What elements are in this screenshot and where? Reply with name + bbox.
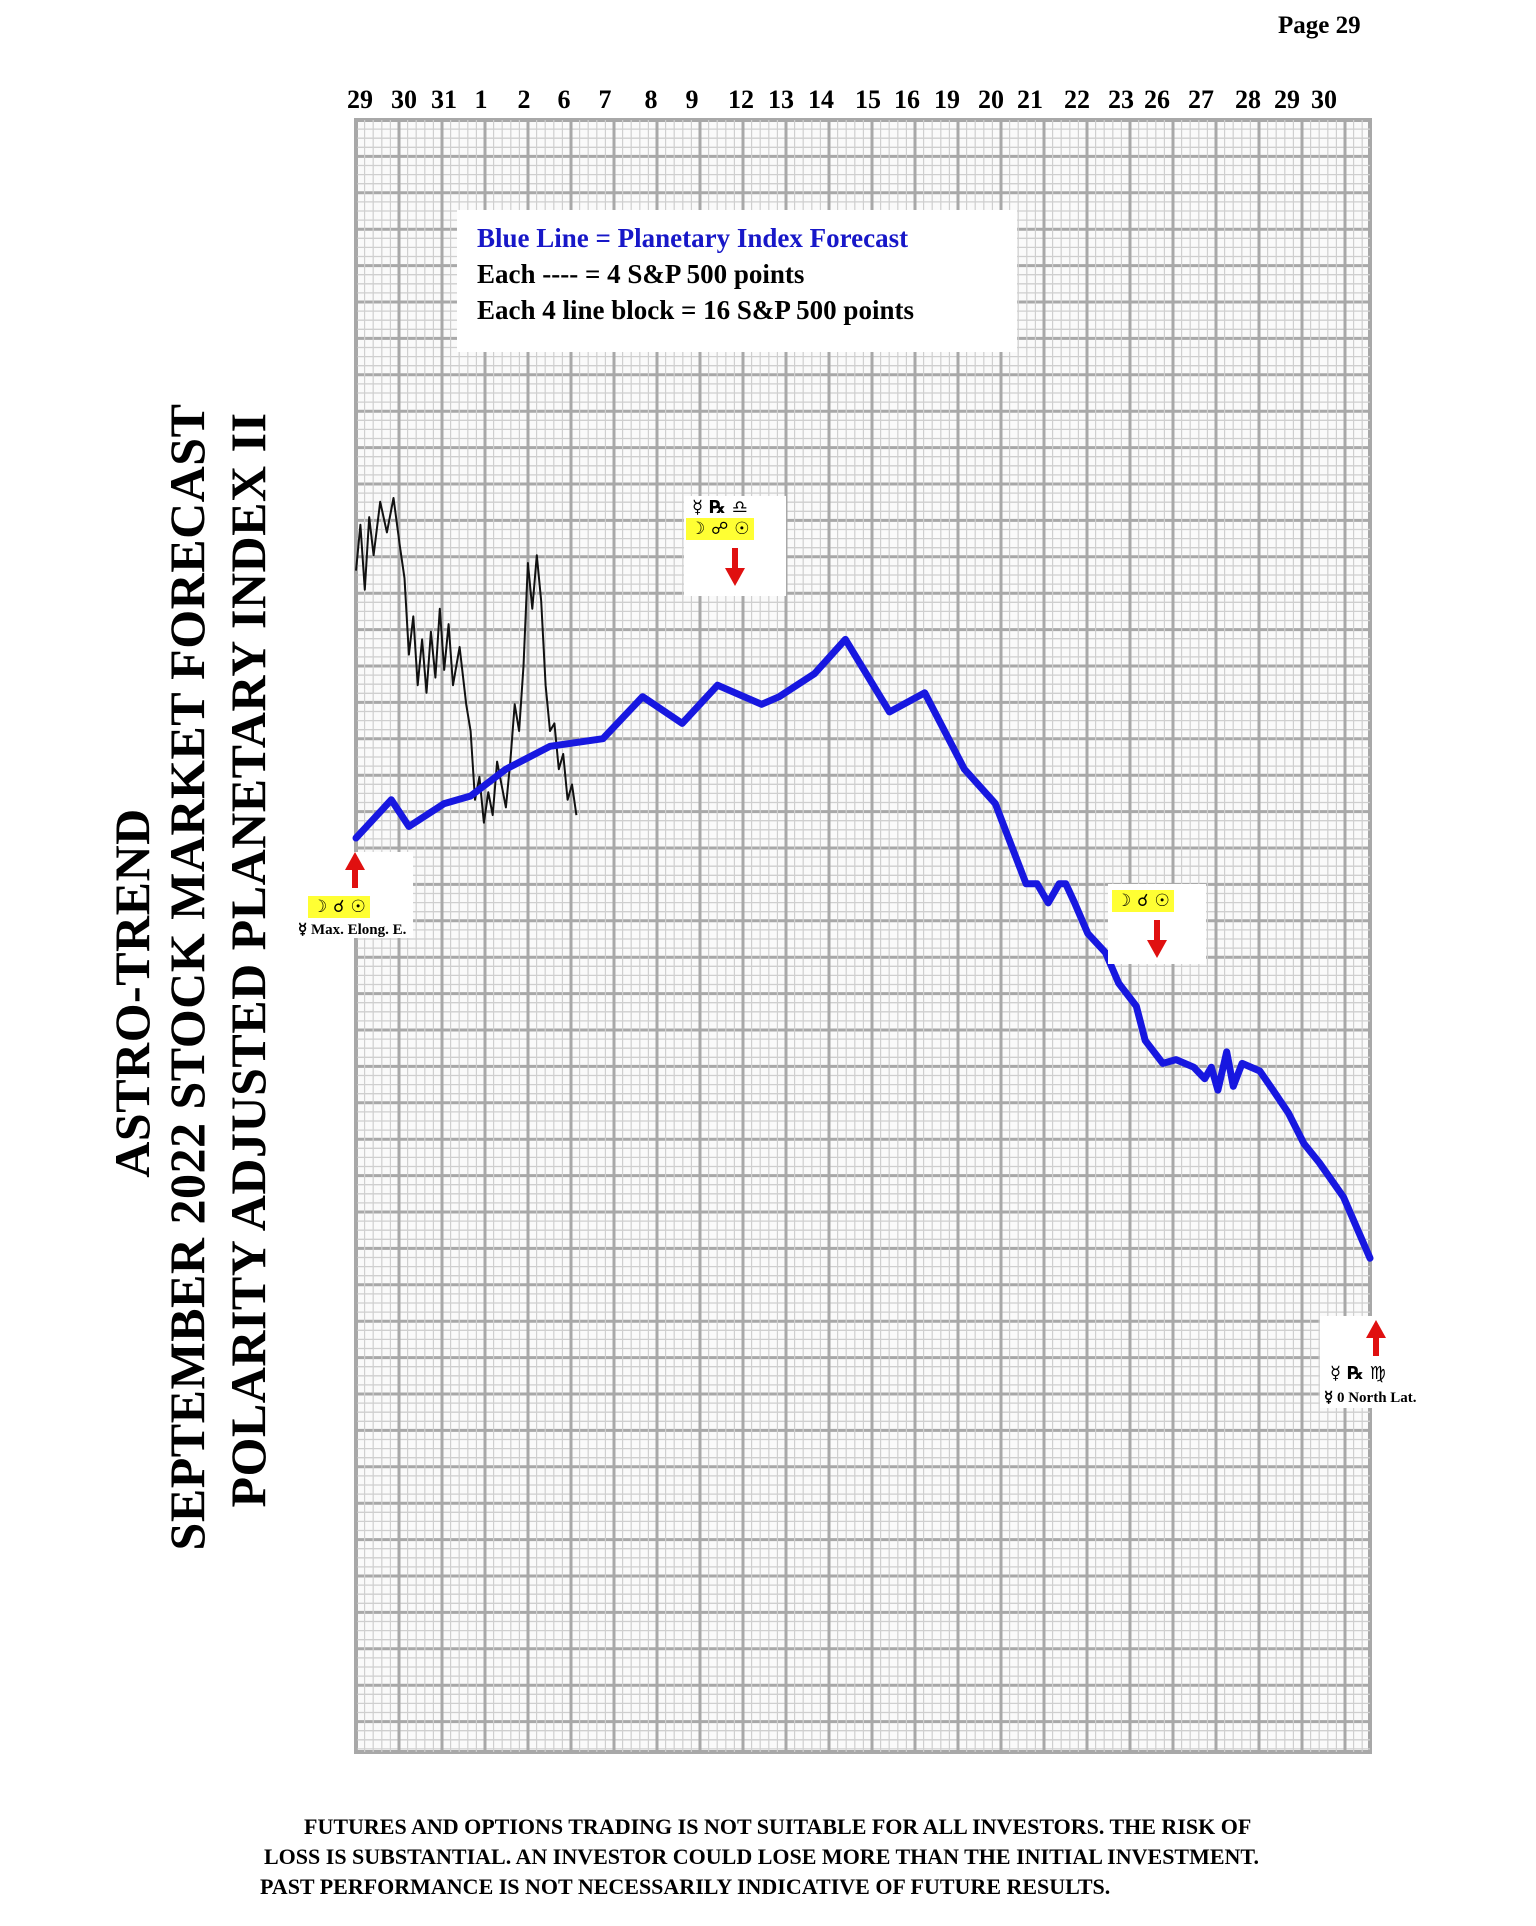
x-tick-label-20: 27 <box>1188 85 1214 114</box>
series-forecast-line <box>352 635 1374 1262</box>
disclaimer-line-3: PAST PERFORMANCE IS NOT NECESSARILY INDI… <box>260 1874 1111 1899</box>
annotation-end: ☿ ℞ ♍ ☿ 0 North Lat. <box>1320 1316 1440 1408</box>
annotation-start-glyphs: ☽ ☌ ☉ <box>308 896 370 918</box>
x-tick-labels: 29 30 31 1 2 6 7 8 9 12 13 14 15 16 19 20 21 22 23 26 27 28 29… <box>347 85 1337 114</box>
annotation-peak-glyphs: ☽ ☍ ☉ <box>686 518 754 540</box>
disclaimer: FUTURES AND OPTIONS TRADING IS NOT SUITA… <box>260 1812 1460 1902</box>
x-tick-label-2: 31 <box>431 85 457 114</box>
x-tick-label-23: 30 <box>1311 85 1337 114</box>
legend-box: Blue Line = Planetary Index Forecast Eac… <box>457 210 1017 352</box>
chart-grid <box>354 118 1372 1754</box>
x-tick-label-19: 26 <box>1144 85 1170 114</box>
x-tick-label-15: 20 <box>978 85 1004 114</box>
x-tick-label-4: 2 <box>518 85 531 114</box>
legend-line-scale: Each ---- = 4 S&P 500 points <box>477 259 805 289</box>
x-tick-label-21: 28 <box>1235 85 1261 114</box>
x-tick-label-22: 29 <box>1274 85 1300 114</box>
x-tick-label-5: 6 <box>558 85 571 114</box>
x-tick-label-3: 1 <box>475 85 488 114</box>
x-tick-label-0: 29 <box>347 85 373 114</box>
up-arrow-icon-2 <box>1365 1320 1387 1361</box>
x-tick-label-9: 12 <box>728 85 754 114</box>
page-number: Page 29 <box>1278 12 1361 39</box>
annotation-late-glyphs: ☽ ☌ ☉ <box>1112 890 1174 912</box>
chart-series <box>352 497 1374 1262</box>
disclaimer-line-1: FUTURES AND OPTIONS TRADING IS NOT SUITA… <box>304 1814 1252 1839</box>
x-tick-label-17: 22 <box>1064 85 1090 114</box>
down-arrow-icon <box>724 548 746 591</box>
annotation-end-glyphs-top: ☿ ℞ ♍ <box>1330 1363 1386 1384</box>
x-tick-label-14: 19 <box>934 85 960 114</box>
x-tick-label-6: 7 <box>599 85 612 114</box>
down-arrow-icon-2 <box>1146 920 1168 963</box>
x-tick-label-7: 8 <box>645 85 658 114</box>
legend-line-forecast: Blue Line = Planetary Index Forecast <box>477 223 909 253</box>
annotation-start-note: ☿ Max. Elong. E. <box>298 922 407 938</box>
annotation-end-note: ☿ 0 North Lat. <box>1324 1390 1417 1406</box>
x-tick-label-16: 21 <box>1017 85 1043 114</box>
series-price-line <box>355 497 578 824</box>
x-tick-label-12: 15 <box>855 85 881 114</box>
x-tick-label-11: 14 <box>808 85 834 114</box>
annotation-late: ☽ ☌ ☉ <box>1108 884 1206 964</box>
annotation-peak-glyphs-top: ☿ ℞ ♎ <box>692 497 748 518</box>
x-tick-label-13: 16 <box>894 85 920 114</box>
up-arrow-icon <box>344 852 366 893</box>
x-tick-label-10: 13 <box>768 85 794 114</box>
annotation-peak: ☿ ℞ ♎ ☽ ☍ ☉ <box>684 496 786 596</box>
legend-line-block: Each 4 line block = 16 S&P 500 points <box>477 295 914 325</box>
disclaimer-line-2: LOSS IS SUBSTANTIAL. AN INVESTOR COULD L… <box>264 1844 1259 1869</box>
annotation-start: ☽ ☌ ☉ ☿ Max. Elong. E. <box>298 852 413 938</box>
x-tick-label-18: 23 <box>1108 85 1134 114</box>
x-tick-label-8: 9 <box>686 85 699 114</box>
x-tick-label-1: 30 <box>391 85 417 114</box>
